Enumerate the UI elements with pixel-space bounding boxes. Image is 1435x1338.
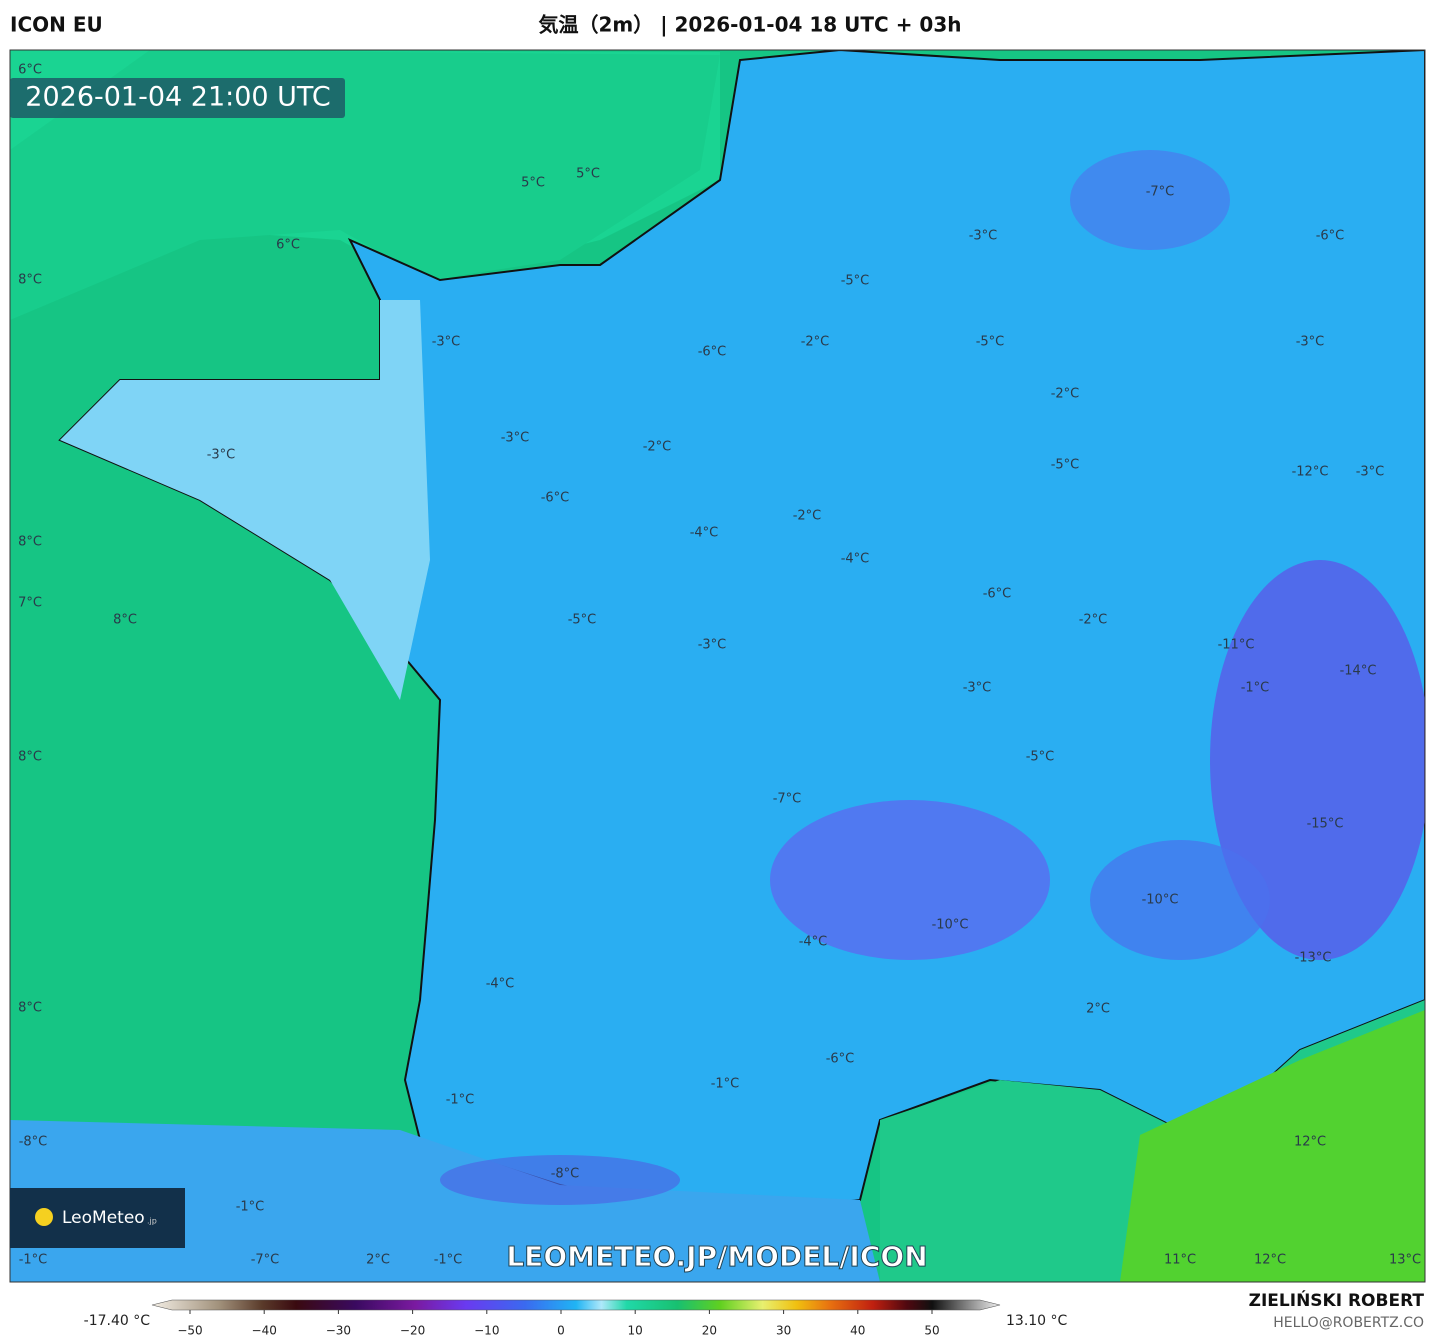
spain [10,1120,880,1282]
temp-label: 6°C [276,238,300,253]
temp-label: 8°C [18,535,42,550]
brittany [60,300,430,700]
temp-label: -2°C [643,440,672,455]
temp-label: 13°C [1389,1253,1421,1268]
temp-label: -2°C [1079,613,1108,628]
map: 6°C 5°C 5°C 6°C 8°C -7°C -3°C -6°C -5°C -3°C -6°C -… [10,50,1425,1282]
temp-label: -7°C [1146,185,1175,200]
colorbar-tick-label: 0 [557,1324,565,1338]
temp-label: -5°C [568,613,597,628]
temp-label: -10°C [932,918,969,933]
colorbar-tick-label: 30 [776,1324,791,1338]
temp-label: 11°C [1164,1253,1196,1268]
colorbar-tick-label: 20 [702,1324,717,1338]
colorbar-tick-label: −50 [177,1324,202,1338]
watermark: LEOMETEO.JP/MODEL/ICON [506,1240,927,1273]
temp-label: -12°C [1292,465,1329,480]
temp-label: -3°C [207,448,236,463]
temp-label: -6°C [983,587,1012,602]
temp-label: -3°C [501,431,530,446]
cold-area [1070,150,1230,250]
temp-label: -1°C [1241,681,1270,696]
temp-label: -1°C [434,1253,463,1268]
temp-label: 7°C [18,596,42,611]
temp-label: -2°C [793,509,822,524]
temp-label: -5°C [841,274,870,289]
temp-label: 6°C [18,63,42,78]
colorbar-tick-label: −10 [474,1324,499,1338]
temp-label: -15°C [1307,817,1344,832]
email: HELLO@ROBERTZ.CO [1273,1315,1424,1331]
temp-label: -1°C [446,1093,475,1108]
temp-label: -3°C [1356,465,1385,480]
colorbar-max: 13.10 °C [1006,1313,1068,1329]
timestamp: 2026-01-04 21:00 UTC [25,82,330,113]
temp-label: 8°C [18,273,42,288]
colorbar-min: -17.40 °C [84,1313,151,1329]
colorbar-tick-label: 40 [850,1324,865,1338]
cold-area [1090,840,1270,960]
temp-label: -6°C [698,345,727,360]
temp-label: -3°C [963,681,992,696]
temp-label: -4°C [486,977,515,992]
colorbar-tick-label: 10 [628,1324,643,1338]
temp-label: 8°C [18,1001,42,1016]
temp-label: -2°C [1051,387,1080,402]
temp-label: -6°C [826,1052,855,1067]
cold-area [1210,560,1425,960]
colorbar-tick-label: 50 [924,1324,939,1338]
temp-label: -7°C [773,792,802,807]
temp-label: 12°C [1294,1135,1326,1150]
temp-label: -3°C [969,229,998,244]
temp-label: -4°C [690,526,719,541]
temp-label: 5°C [576,167,600,182]
colorbar-tick-label: −30 [326,1324,351,1338]
temp-label: -6°C [541,491,570,506]
author: ZIELIŃSKI ROBERT [1249,1289,1425,1311]
temp-label: -4°C [841,552,870,567]
colorbar-tick-label: −20 [400,1324,425,1338]
temp-label: -7°C [251,1253,280,1268]
temperature-labels: 6°C 5°C 5°C 6°C 8°C -7°C -3°C -6°C -5°C -3°C -6°C -… [18,63,1421,1268]
temp-label: -6°C [1316,229,1345,244]
temp-label: -4°C [799,935,828,950]
colorbar-ticks: −50 −40 −30 −20 −10 0 10 20 30 40 50 [177,1310,940,1338]
cold-area [440,1155,680,1205]
logo-suffix: .jp [147,1217,157,1226]
temp-label: -13°C [1295,951,1332,966]
temp-label: -5°C [976,335,1005,350]
temp-label: -1°C [236,1200,265,1215]
cold-area [770,800,1050,960]
temp-label: -5°C [1026,750,1055,765]
map-frame [9,49,1426,1283]
temp-label: 2°C [366,1253,390,1268]
temp-label: 5°C [521,176,545,191]
temp-label: -1°C [711,1077,740,1092]
temp-label: -11°C [1218,638,1255,653]
logo-name: LeoMeteo [62,1208,145,1228]
temp-label: -3°C [1296,335,1325,350]
model-name: ICON EU [10,13,103,37]
colorbar-tick-label: −40 [252,1324,277,1338]
warm-sea [1120,1010,1425,1282]
colorbar [151,1299,1001,1311]
temp-label: 8°C [18,750,42,765]
temp-label: -5°C [1051,458,1080,473]
temp-label: 12°C [1254,1253,1286,1268]
temp-label: 2°C [1086,1002,1110,1017]
timestamp-box [10,78,345,118]
temp-label: -8°C [19,1135,48,1150]
logo-sun [35,1208,53,1226]
temp-label: -10°C [1142,893,1179,908]
temp-label: -3°C [432,335,461,350]
temp-label: -1°C [19,1253,48,1268]
temp-label: 8°C [113,613,137,628]
temp-label: -14°C [1340,664,1377,679]
temp-label: -3°C [698,638,727,653]
map-title: 気温（2m） | 2026-01-04 18 UTC + 03h [539,13,962,37]
temp-label: -8°C [551,1167,580,1182]
temp-label: -2°C [801,335,830,350]
